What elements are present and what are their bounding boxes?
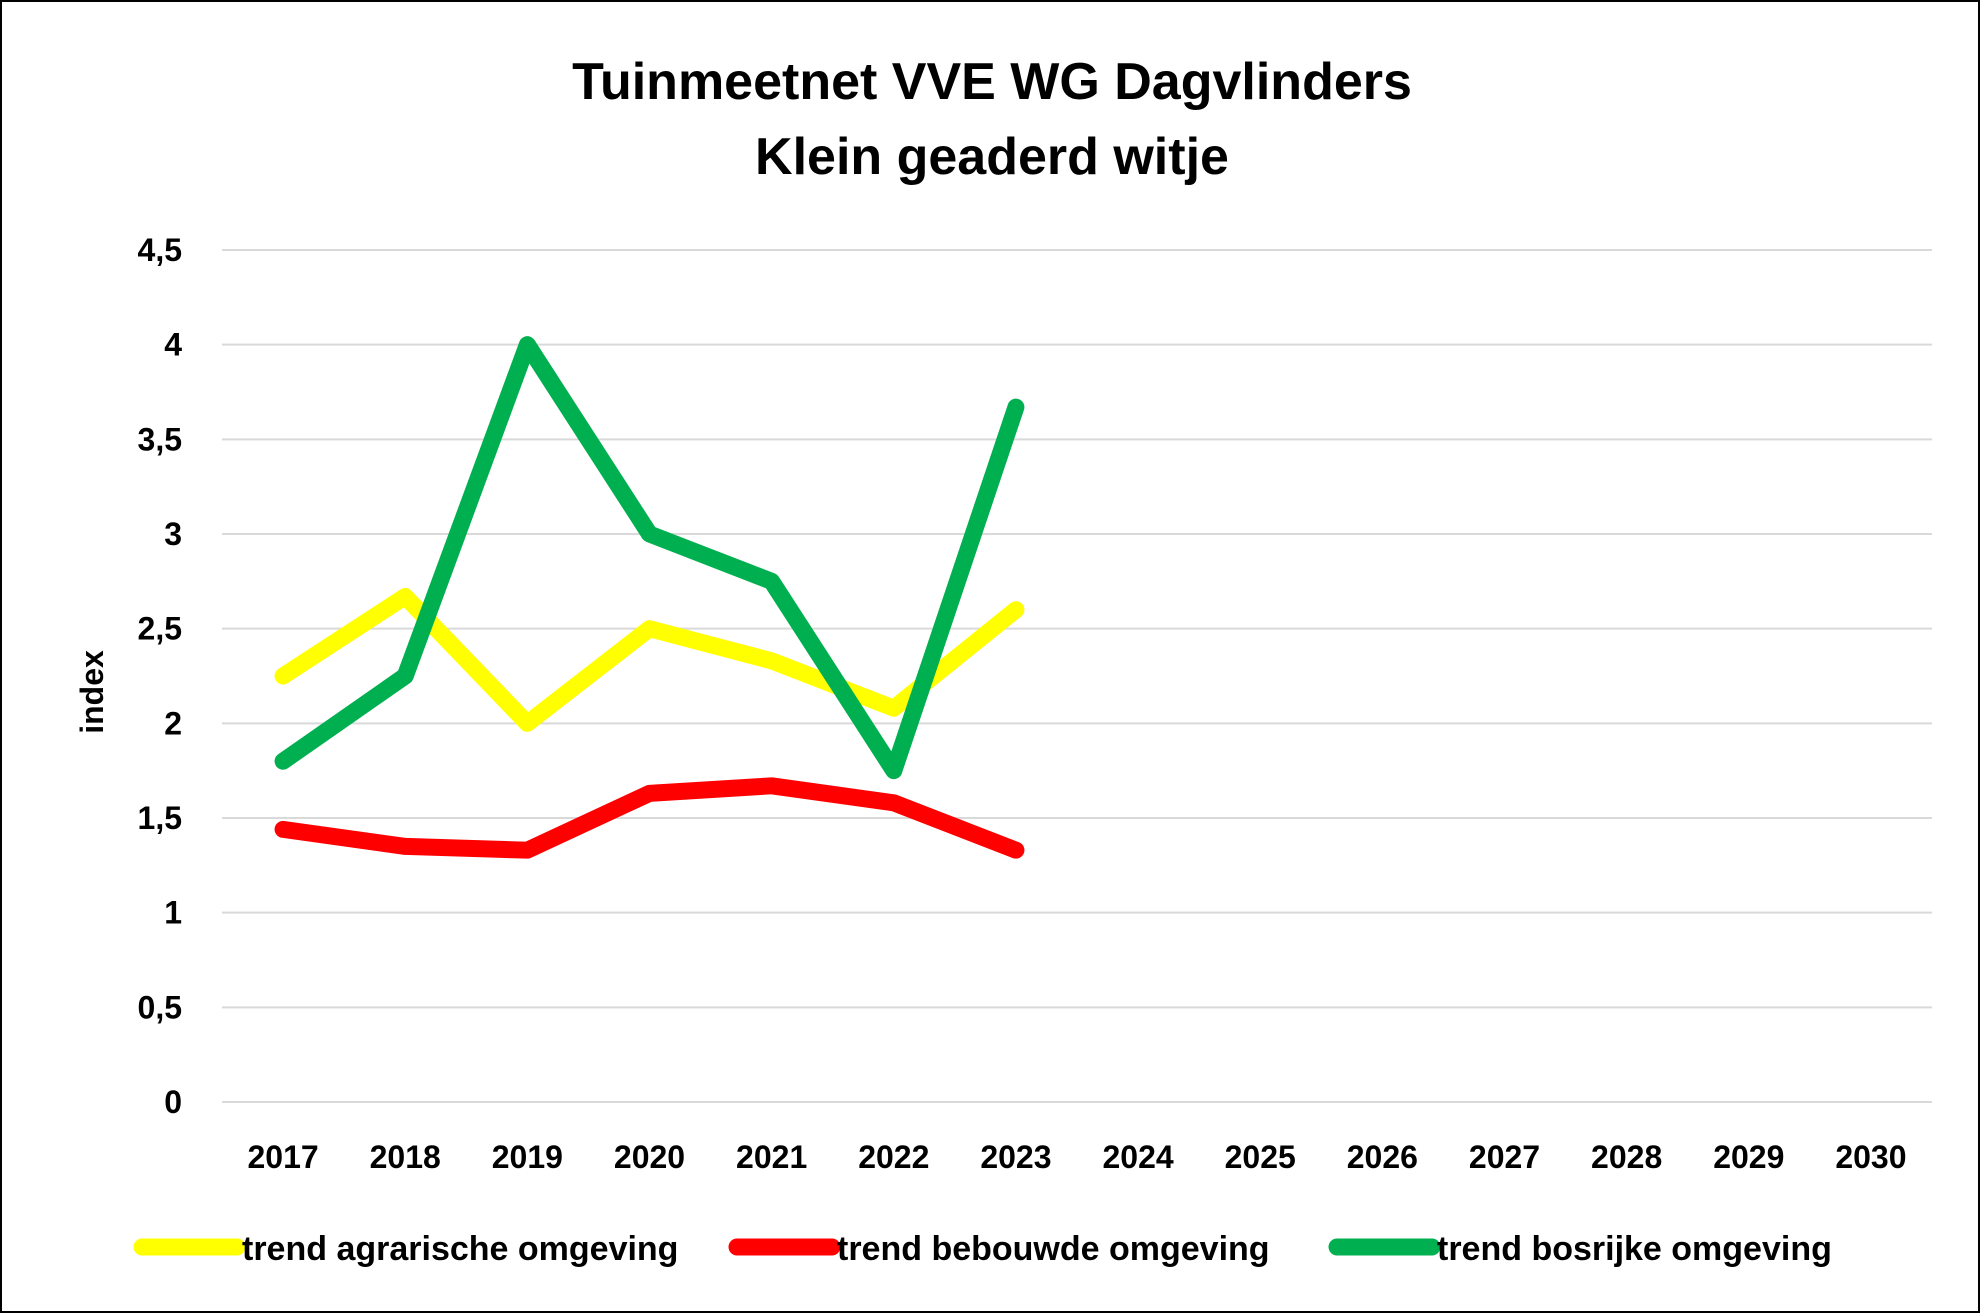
- y-tick-label: 3: [164, 516, 182, 552]
- legend: trend agrarische omgeving trend bebouwde …: [133, 1230, 1832, 1268]
- data-point: [282, 760, 285, 763]
- y-tick-label: 2: [164, 705, 182, 741]
- legend-label: trend bebouwde omgeving: [837, 1230, 1270, 1268]
- data-point: [404, 675, 407, 677]
- chart-title: Tuinmeetnet VVE WG Dagvlinders: [572, 53, 1412, 111]
- data-point: [648, 627, 651, 630]
- legend-label: trend agrarische omgeving: [242, 1230, 678, 1268]
- data-point: [1014, 406, 1017, 409]
- x-tick-label: 2025: [1225, 1139, 1296, 1175]
- y-tick-label: 3,5: [138, 421, 182, 457]
- data-point: [770, 580, 773, 583]
- x-tick-label: 2027: [1469, 1139, 1540, 1175]
- data-point: [282, 828, 285, 831]
- x-tick-label: 2018: [370, 1139, 441, 1175]
- data-point: [892, 801, 895, 804]
- data-point: [648, 792, 651, 795]
- legend-label: trend bosrijke omgeving: [1437, 1230, 1832, 1268]
- x-axis-ticks: 2017 2018 2019 2020 2021 2022 2023 2024 2025 2026…: [247, 1139, 1906, 1175]
- x-tick-label: 2028: [1591, 1139, 1662, 1175]
- y-axis-ticks: 0 0,5 1 1,5 2 2,5 3 3,5 4 4,5: [138, 232, 183, 1120]
- data-point: [770, 784, 773, 787]
- data-point: [770, 659, 773, 662]
- x-tick-label: 2019: [492, 1139, 563, 1175]
- y-tick-label: 0,5: [138, 989, 182, 1025]
- x-tick-label: 2026: [1347, 1139, 1418, 1175]
- x-tick-label: 2029: [1713, 1139, 1784, 1175]
- data-point: [526, 722, 529, 725]
- y-axis-title: index: [74, 650, 110, 734]
- data-point: [892, 769, 895, 772]
- y-tick-label: 4,5: [138, 232, 182, 268]
- data-point: [648, 533, 651, 535]
- x-tick-label: 2023: [980, 1139, 1051, 1175]
- y-tick-label: 1: [164, 895, 182, 931]
- y-tick-label: 4: [164, 327, 182, 363]
- y-tick-label: 0: [164, 1084, 182, 1120]
- x-tick-label: 2030: [1835, 1139, 1906, 1175]
- data-point: [282, 675, 285, 677]
- y-tick-label: 2,5: [138, 611, 182, 647]
- data-point: [1014, 849, 1017, 852]
- x-tick-label: 2024: [1102, 1139, 1173, 1175]
- chart-subtitle: Klein geaderd witje: [755, 128, 1229, 186]
- data-point: [526, 849, 529, 852]
- x-tick-label: 2022: [858, 1139, 929, 1175]
- series-line-1: [274, 587, 1025, 732]
- data-point: [892, 707, 895, 710]
- x-tick-label: 2017: [247, 1139, 318, 1175]
- y-tick-label: 1,5: [138, 800, 182, 836]
- x-tick-label: 2021: [736, 1139, 807, 1175]
- series-lines: [274, 336, 1025, 859]
- data-point: [526, 343, 529, 346]
- data-point: [404, 845, 407, 848]
- data-point: [404, 595, 407, 598]
- data-point: [1014, 608, 1017, 611]
- x-tick-label: 2020: [614, 1139, 685, 1175]
- gridlines: [222, 249, 1932, 1103]
